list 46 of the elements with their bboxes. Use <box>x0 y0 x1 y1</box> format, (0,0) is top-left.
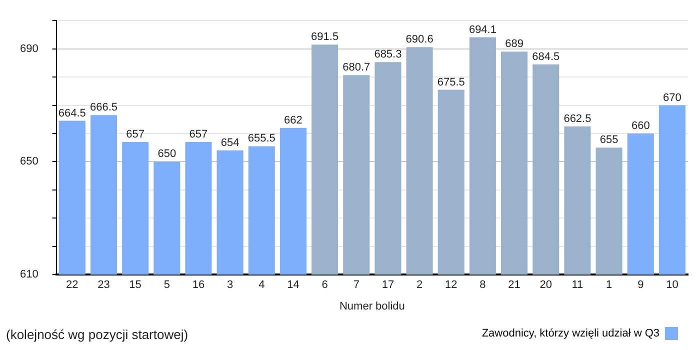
data-label: 657 <box>189 128 208 140</box>
x-tick-label: 9 <box>638 279 644 292</box>
x-tick-label: 5 <box>164 279 170 292</box>
y-tick-label: 690 <box>20 42 38 55</box>
text: (kolejność wg pozycji startowej) <box>6 327 188 342</box>
x-tick-label: 6 <box>322 279 328 292</box>
data-label: 684.5 <box>532 50 560 63</box>
x-tick-label: 8 <box>480 279 486 292</box>
data-label: 662.5 <box>564 112 592 125</box>
x-tick-label: 1 <box>606 279 612 292</box>
x-tick-label: 21 <box>508 279 520 292</box>
data-label: 657 <box>126 128 144 140</box>
data-label: 660 <box>631 120 650 132</box>
data-label: 685.3 <box>374 48 402 61</box>
x-axis-title: Numer bolidu <box>339 300 405 312</box>
data-label: 655 <box>600 134 618 146</box>
data-label: 664.5 <box>58 107 86 120</box>
x-tick-label: 17 <box>382 279 394 292</box>
data-label: 691.5 <box>311 31 339 44</box>
x-tick-label: 4 <box>258 279 265 292</box>
x-tick-label: 12 <box>445 279 458 292</box>
data-label: 655.5 <box>248 132 276 145</box>
data-label: 666.5 <box>90 102 118 114</box>
data-label: 650 <box>158 148 176 160</box>
data-label: 690.6 <box>406 34 434 46</box>
data-label: 662 <box>284 114 302 126</box>
legend-label: Zawodnicy, którzy wzięli udział w Q3 <box>482 328 660 340</box>
data-label: 689 <box>505 38 524 50</box>
x-tick-label: 23 <box>98 279 110 292</box>
data-label: 694.1 <box>468 24 496 36</box>
x-tick-label: 2 <box>416 279 423 292</box>
y-tick-label: 610 <box>20 268 38 281</box>
x-tick-label: 20 <box>540 279 552 292</box>
y-tick-label: 650 <box>20 156 38 168</box>
data-label: 670 <box>663 92 682 104</box>
x-tick-label: 7 <box>353 279 360 292</box>
data-label: 654 <box>220 136 240 149</box>
x-tick-label: 3 <box>226 279 234 292</box>
data-label: 675.5 <box>437 76 465 88</box>
x-tick-label: 22 <box>66 279 78 292</box>
x-tick-label: 10 <box>666 279 678 292</box>
x-tick-label: 14 <box>287 279 300 292</box>
x-tick-label: 11 <box>572 279 584 292</box>
x-tick-label: 15 <box>129 279 142 292</box>
data-label: 680.7 <box>342 62 370 74</box>
x-tick-label: 16 <box>192 279 205 292</box>
